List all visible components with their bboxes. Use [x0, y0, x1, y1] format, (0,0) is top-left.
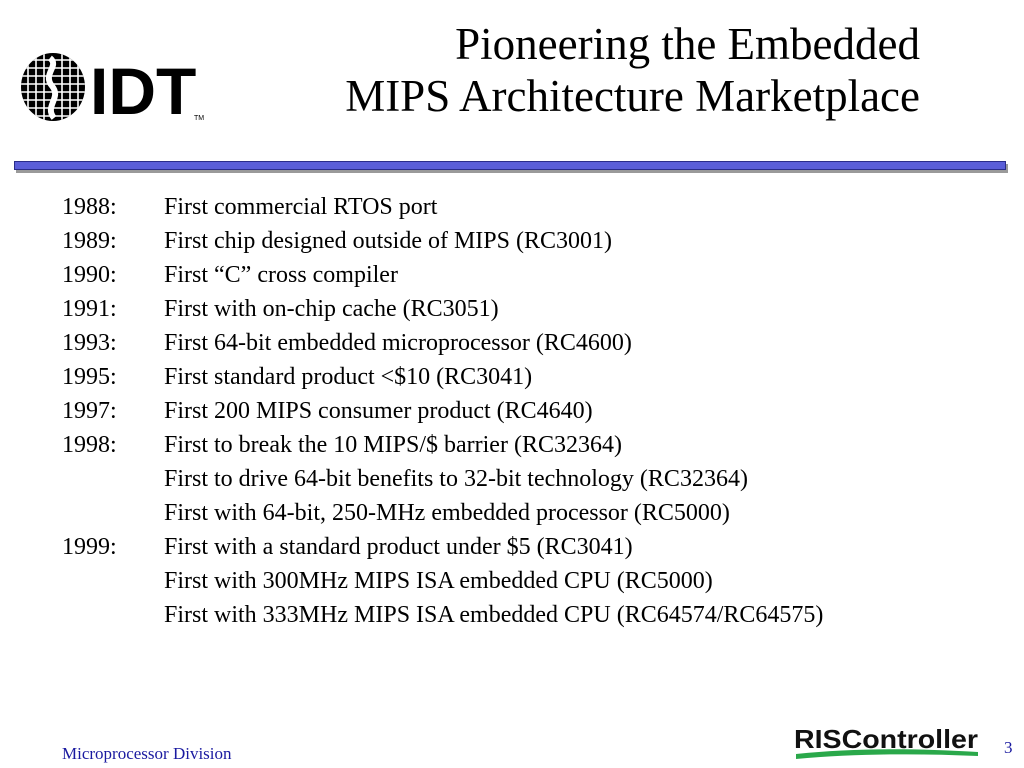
- year-label: 1990:: [62, 261, 117, 288]
- title-line-1: Pioneering the Embedded: [455, 19, 920, 69]
- riscontroller-logo-text: RISController: [794, 724, 978, 754]
- milestone-text: First with 300MHz MIPS ISA embedded CPU …: [164, 567, 713, 594]
- list-item: 1991: First with on-chip cache (RC3051): [62, 292, 823, 326]
- milestone-text: First with 64-bit, 250-MHz embedded proc…: [164, 499, 730, 526]
- slide-title: Pioneering the Embedded MIPS Architectur…: [345, 18, 920, 122]
- title-divider: [14, 161, 1006, 170]
- list-item: 1998: First to break the 10 MIPS/$ barrie…: [62, 428, 823, 462]
- milestone-text: First to drive 64-bit benefits to 32-bit…: [164, 465, 748, 492]
- milestone-text: First with a standard product under $5 (…: [164, 533, 633, 560]
- title-line-2: MIPS Architecture Marketplace: [345, 71, 920, 121]
- page-number: 3: [1004, 738, 1013, 757]
- list-item: 1993: First 64-bit embedded microprocesso…: [62, 326, 823, 360]
- year-label: 1999:: [62, 533, 117, 560]
- milestone-text: First chip designed outside of MIPS (RC3…: [164, 227, 612, 254]
- list-item: 1989: First chip designed outside of MIPS…: [62, 224, 823, 258]
- list-item: 1997: First 200 MIPS consumer product (RC…: [62, 394, 823, 428]
- milestone-text: First “C” cross compiler: [164, 261, 398, 288]
- year-label: 1988:: [62, 193, 117, 220]
- year-label: 1997:: [62, 397, 117, 424]
- list-item: First to drive 64-bit benefits to 32-bit…: [62, 462, 823, 496]
- list-item: 1990: First “C” cross compiler: [62, 258, 823, 292]
- list-item: First with 300MHz MIPS ISA embedded CPU …: [62, 564, 823, 598]
- milestone-text: First commercial RTOS port: [164, 193, 438, 220]
- milestone-text: First standard product <$10 (RC3041): [164, 363, 533, 390]
- list-item: 1995: First standard product <$10 (RC3041…: [62, 360, 823, 394]
- list-item: 1988: First commercial RTOS port: [62, 190, 823, 224]
- milestone-text: First with 333MHz MIPS ISA embedded CPU …: [164, 601, 824, 628]
- idt-logo: IDT TM: [21, 53, 204, 122]
- milestone-text: First 64-bit embedded microprocessor (RC…: [164, 329, 632, 356]
- year-label: 1998:: [62, 431, 117, 458]
- milestone-text: First with on-chip cache (RC3051): [164, 295, 499, 322]
- milestone-text: First to break the 10 MIPS/$ barrier (RC…: [164, 431, 622, 458]
- list-item: First with 333MHz MIPS ISA embedded CPU …: [62, 598, 823, 632]
- year-label: 1993:: [62, 329, 117, 356]
- idt-logo-tm: TM: [194, 115, 204, 122]
- year-label: 1995:: [62, 363, 117, 390]
- year-label: 1989:: [62, 227, 117, 254]
- idt-logo-text: IDT: [90, 54, 196, 122]
- milestone-text: First 200 MIPS consumer product (RC4640): [164, 397, 593, 424]
- list-item: 1999: First with a standard product under…: [62, 530, 823, 564]
- footer-division: Microprocessor Division: [62, 744, 232, 763]
- year-label: 1991:: [62, 295, 117, 322]
- timeline-list: 1988: First commercial RTOS port 1989: Fir…: [62, 190, 823, 632]
- riscontroller-logo: RISController: [794, 724, 978, 759]
- list-item: First with 64-bit, 250-MHz embedded proc…: [62, 496, 823, 530]
